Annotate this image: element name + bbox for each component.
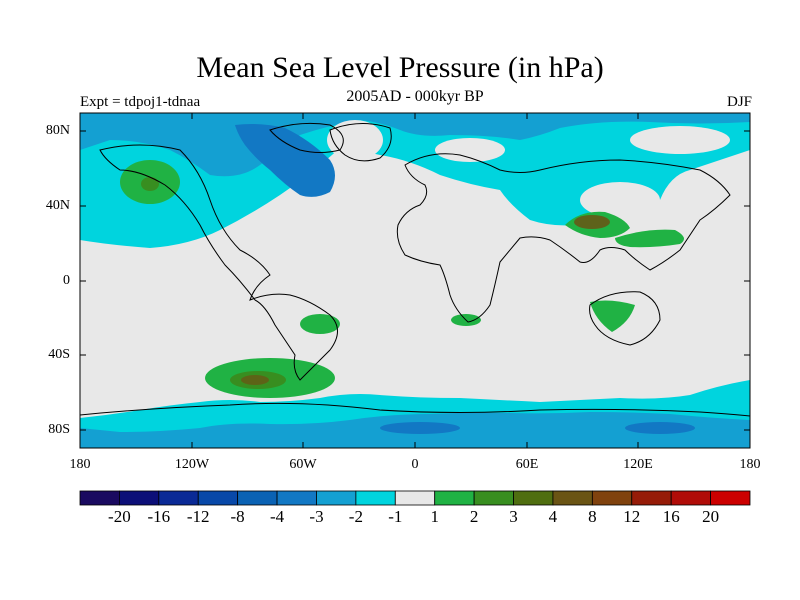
colorbar-tick-label: -12	[186, 507, 210, 526]
lon-label-60w: 60W	[289, 457, 317, 472]
colorbar-swatch	[316, 490, 357, 506]
colorbar-tick-label: -16	[147, 507, 171, 526]
colorbar-tick-label: 12	[623, 507, 641, 526]
south-pacific-core	[241, 375, 269, 385]
colorbar-tick-label: 3	[509, 507, 518, 526]
lon-label-0: 0	[411, 457, 419, 472]
lon-label-180w: 180	[69, 457, 91, 472]
greenland-neutral	[327, 120, 383, 160]
north-pacific-core	[141, 177, 159, 191]
tibet-core	[574, 215, 610, 229]
colorbar-tick-label: -8	[230, 507, 245, 526]
greenland-coast	[329, 123, 392, 162]
canada-blue-region	[235, 124, 335, 197]
colorbar-tick-label: -4	[270, 507, 285, 526]
antarctic-deep-blue-2	[625, 422, 695, 434]
colorbar-swatch	[473, 490, 514, 506]
lat-label-80n: 80N	[45, 123, 70, 138]
lon-label-60e: 60E	[515, 457, 539, 472]
australia-coast	[589, 291, 661, 346]
lon-label-120e: 120E	[623, 457, 653, 472]
axis-ticks	[79, 113, 751, 448]
colorbar-swatch	[552, 490, 593, 506]
eurasia-africa-coast	[396, 153, 731, 323]
colorbar	[79, 490, 751, 506]
antarctica-coast	[80, 402, 750, 417]
colorbar-tick-label: -3	[309, 507, 324, 526]
colorbar-swatch	[276, 490, 317, 506]
map-subtitle: 2005AD - 000kyr BP	[346, 88, 484, 105]
north-atlantic-neutral	[435, 138, 505, 162]
colorbar-swatch	[670, 490, 711, 506]
experiment-label: Expt = tdpoj1-tdnaa	[80, 94, 201, 110]
colorbar-tick-label: 2	[469, 507, 479, 526]
colorbar-swatch	[158, 490, 199, 506]
colorbar-tick-label: -2	[348, 507, 363, 526]
colorbar-tick-label: 1	[430, 507, 439, 526]
colorbar-tick-label: 4	[548, 507, 558, 526]
siberia-neutral	[630, 126, 730, 154]
coastlines	[80, 122, 750, 417]
lat-label-40n: 40N	[45, 198, 70, 213]
colorbar-tick-label: 16	[662, 507, 680, 526]
lat-label-0: 0	[63, 273, 70, 288]
colorbar-swatch	[79, 490, 120, 506]
lat-label-40s: 40S	[48, 347, 70, 362]
colorbar-tick-label: 8	[588, 507, 597, 526]
south-america-high	[300, 314, 340, 334]
map-title: Mean Sea Level Pressure (in hPa)	[196, 51, 604, 84]
colorbar-swatch	[631, 490, 672, 506]
colorbar-swatch	[119, 490, 160, 506]
colorbar-swatch	[237, 490, 278, 506]
season-label: DJF	[726, 94, 752, 110]
colorbar-swatch	[591, 490, 633, 506]
australia-high	[590, 300, 635, 332]
colorbar-tick-label: -20	[108, 507, 131, 526]
colorbar-swatch	[394, 490, 436, 506]
antarctic-deep-blue	[380, 422, 460, 434]
south-china-high	[615, 229, 684, 248]
lon-label-180e: 180	[739, 457, 761, 472]
lat-label-80s: 80S	[48, 422, 70, 437]
lon-label-120w: 120W	[174, 457, 210, 472]
americas-coast	[99, 144, 338, 381]
colorbar-swatch	[513, 490, 554, 506]
colorbar-swatch	[710, 490, 751, 506]
colorbar-tick-label: 20	[702, 507, 720, 526]
colorbar-swatch	[197, 490, 239, 506]
colorbar-swatch	[434, 490, 475, 506]
colorbar-tick-label: -1	[388, 507, 403, 526]
pressure-field	[80, 113, 750, 448]
colorbar-swatch	[355, 490, 396, 506]
asia-neutral	[580, 182, 660, 218]
